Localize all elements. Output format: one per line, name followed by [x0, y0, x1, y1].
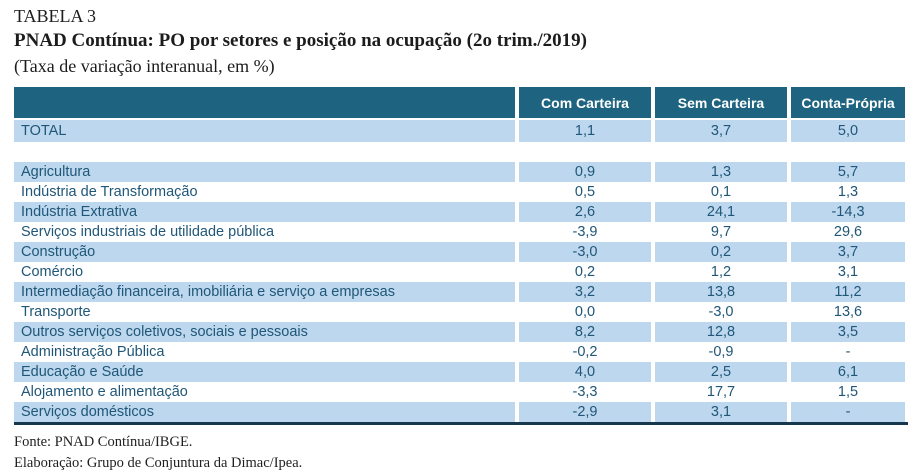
row-label: Agricultura	[14, 162, 515, 182]
cell-value: 3,2	[519, 282, 651, 302]
cell-value: -3,0	[519, 242, 651, 262]
cell-value: -14,3	[791, 202, 905, 222]
table-row: Outros serviços coletivos, sociais e pes…	[14, 322, 908, 342]
header-spacer-cell	[14, 87, 515, 118]
table-header-row: Com Carteira Sem Carteira Conta-Própria	[14, 87, 908, 118]
table-row: Indústria Extrativa 2,6 24,1 -14,3	[14, 202, 908, 222]
table-row: Alojamento e alimentação -3,3 17,7 1,5	[14, 382, 908, 402]
cell-value: -3,0	[655, 302, 787, 322]
cell-value: 3,1	[655, 402, 787, 422]
row-label: Indústria de Transformação	[14, 182, 515, 202]
cell-value: 12,8	[655, 322, 787, 342]
cell-value: 5,0	[791, 120, 905, 142]
cell-value: -0,2	[519, 342, 651, 362]
row-label: Intermediação financeira, imobiliária e …	[14, 282, 515, 302]
cell-value: 0,0	[519, 302, 651, 322]
page-title: PNAD Contínua: PO por setores e posição …	[14, 30, 587, 51]
cell-value: 29,6	[791, 222, 905, 242]
cell-value: -2,9	[519, 402, 651, 422]
table-row: Transporte 0,0 -3,0 13,6	[14, 302, 908, 322]
cell-value: 3,7	[655, 120, 787, 142]
cell-value: -3,3	[519, 382, 651, 402]
cell-value: 1,2	[655, 262, 787, 282]
cell-value: 1,3	[791, 182, 905, 202]
row-label: Serviços domésticos	[14, 402, 515, 422]
elaboration-note: Elaboração: Grupo de Conjuntura da Dimac…	[14, 455, 303, 471]
table-row: Serviços domésticos -2,9 3,1 -	[14, 402, 908, 422]
table-number: TABELA 3	[14, 6, 97, 26]
table-row: Indústria de Transformação 0,5 0,1 1,3	[14, 182, 908, 202]
cell-value: 5,7	[791, 162, 905, 182]
cell-value: 1,5	[791, 382, 905, 402]
table-row: Administração Pública -0,2 -0,9 -	[14, 342, 908, 362]
cell-value: 3,1	[791, 262, 905, 282]
table-row: Agricultura 0,9 1,3 5,7	[14, 162, 908, 182]
row-label: Educação e Saúde	[14, 362, 515, 382]
cell-value: 3,7	[791, 242, 905, 262]
cell-value: 0,2	[655, 242, 787, 262]
cell-value: 13,8	[655, 282, 787, 302]
table-row: Comércio 0,2 1,2 3,1	[14, 262, 908, 282]
table-row: Educação e Saúde 4,0 2,5 6,1	[14, 362, 908, 382]
total-row: TOTAL 1,1 3,7 5,0	[14, 120, 908, 142]
table-row: Intermediação financeira, imobiliária e …	[14, 282, 908, 302]
cell-value: 2,5	[655, 362, 787, 382]
row-label: Serviços industriais de utilidade públic…	[14, 222, 515, 242]
cell-value: 1,3	[655, 162, 787, 182]
cell-value: 1,1	[519, 120, 651, 142]
cell-value: -0,9	[655, 342, 787, 362]
cell-value: 0,2	[519, 262, 651, 282]
cell-value: 3,5	[791, 322, 905, 342]
row-label: Outros serviços coletivos, sociais e pes…	[14, 322, 515, 342]
source-note: Fonte: PNAD Contínua/IBGE.	[14, 434, 193, 450]
cell-value: 2,6	[519, 202, 651, 222]
cell-value: 0,5	[519, 182, 651, 202]
table-row: Serviços industriais de utilidade públic…	[14, 222, 908, 242]
page-subtitle: (Taxa de variação interanual, em %)	[14, 56, 275, 76]
column-header-conta-propria: Conta-Própria	[791, 87, 905, 118]
spacer-row	[14, 142, 908, 162]
cell-value: -3,9	[519, 222, 651, 242]
cell-value: 13,6	[791, 302, 905, 322]
column-header-com-carteira: Com Carteira	[519, 87, 651, 118]
cell-value: 0,1	[655, 182, 787, 202]
heading-block: TABELA 3 PNAD Contínua: PO por setores e…	[14, 5, 908, 78]
cell-value: 6,1	[791, 362, 905, 382]
row-label: Alojamento e alimentação	[14, 382, 515, 402]
cell-value: 0,9	[519, 162, 651, 182]
cell-value: 4,0	[519, 362, 651, 382]
cell-value: 11,2	[791, 282, 905, 302]
cell-value: 17,7	[655, 382, 787, 402]
cell-value: 9,7	[655, 222, 787, 242]
cell-value: 24,1	[655, 202, 787, 222]
row-label: Transporte	[14, 302, 515, 322]
row-label: TOTAL	[14, 120, 515, 142]
footnotes: Fonte: PNAD Contínua/IBGE. Elaboração: G…	[14, 432, 908, 474]
row-label: Comércio	[14, 262, 515, 282]
cell-value: -	[791, 342, 905, 362]
row-label: Indústria Extrativa	[14, 202, 515, 222]
column-header-sem-carteira: Sem Carteira	[655, 87, 787, 118]
row-label: Construção	[14, 242, 515, 262]
cell-value: -	[791, 402, 905, 422]
cell-value: 8,2	[519, 322, 651, 342]
row-label: Administração Pública	[14, 342, 515, 362]
data-table: Com Carteira Sem Carteira Conta-Própria …	[14, 87, 908, 425]
table-row: Construção -3,0 0,2 3,7	[14, 242, 908, 262]
